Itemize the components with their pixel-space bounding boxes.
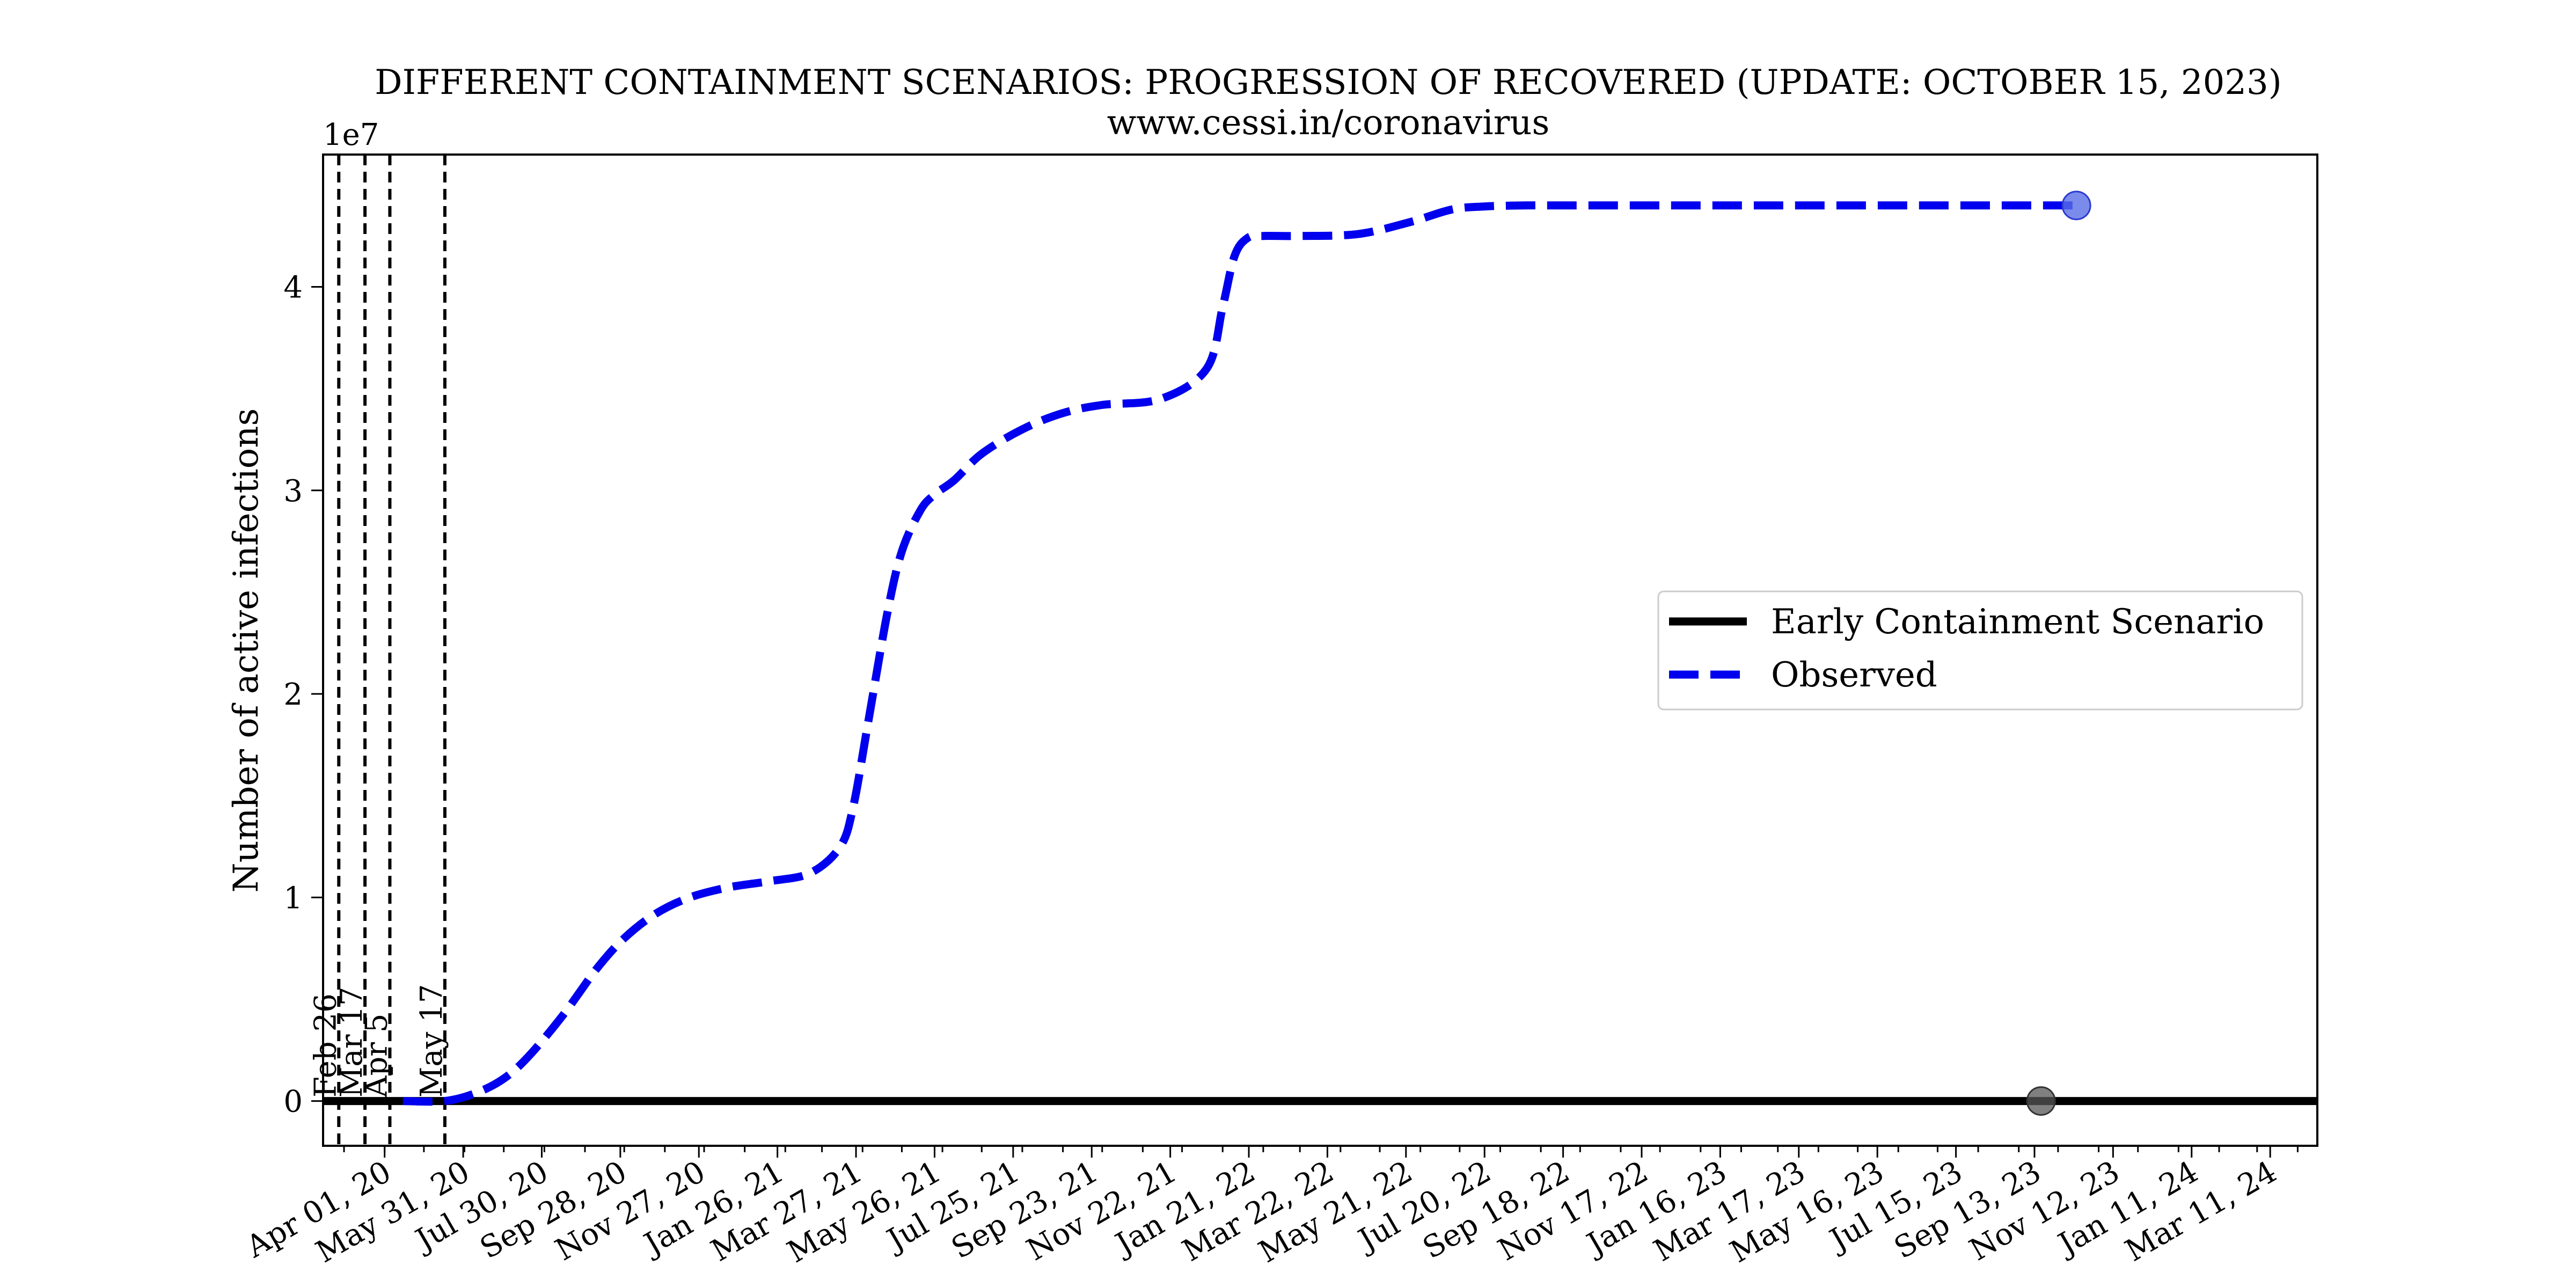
legend-observed-label: Observed — [1771, 655, 1937, 695]
y-axis-label: Number of active infections — [226, 408, 266, 893]
chart-subtitle: www.cessi.in/coronavirus — [1107, 103, 1550, 143]
legend-early-label: Early Containment Scenario — [1771, 602, 2264, 642]
y-tick-label: 1 — [283, 881, 303, 916]
event-label: Apr 5 — [359, 1014, 394, 1099]
y-tick-label: 0 — [283, 1085, 303, 1119]
event-label: Feb 26 — [308, 993, 343, 1097]
observed-end-marker — [2061, 191, 2091, 221]
axes-frame — [322, 153, 2318, 1147]
y-tick-label: 4 — [283, 270, 303, 305]
y-scale-note: 1e7 — [323, 118, 379, 152]
early-containment-end-marker — [2026, 1086, 2056, 1116]
series-observed-line — [402, 201, 2077, 1106]
y-tick-label: 2 — [283, 677, 303, 712]
legend: Early Containment Scenario Observed — [1657, 590, 2303, 711]
legend-box — [1657, 590, 2303, 711]
event-label: Mar 17 — [334, 986, 369, 1097]
event-label: May 17 — [414, 984, 449, 1097]
chart-title: DIFFERENT CONTAINMENT SCENARIOS: PROGRES… — [375, 63, 2281, 103]
y-tick-label: 3 — [283, 474, 303, 509]
